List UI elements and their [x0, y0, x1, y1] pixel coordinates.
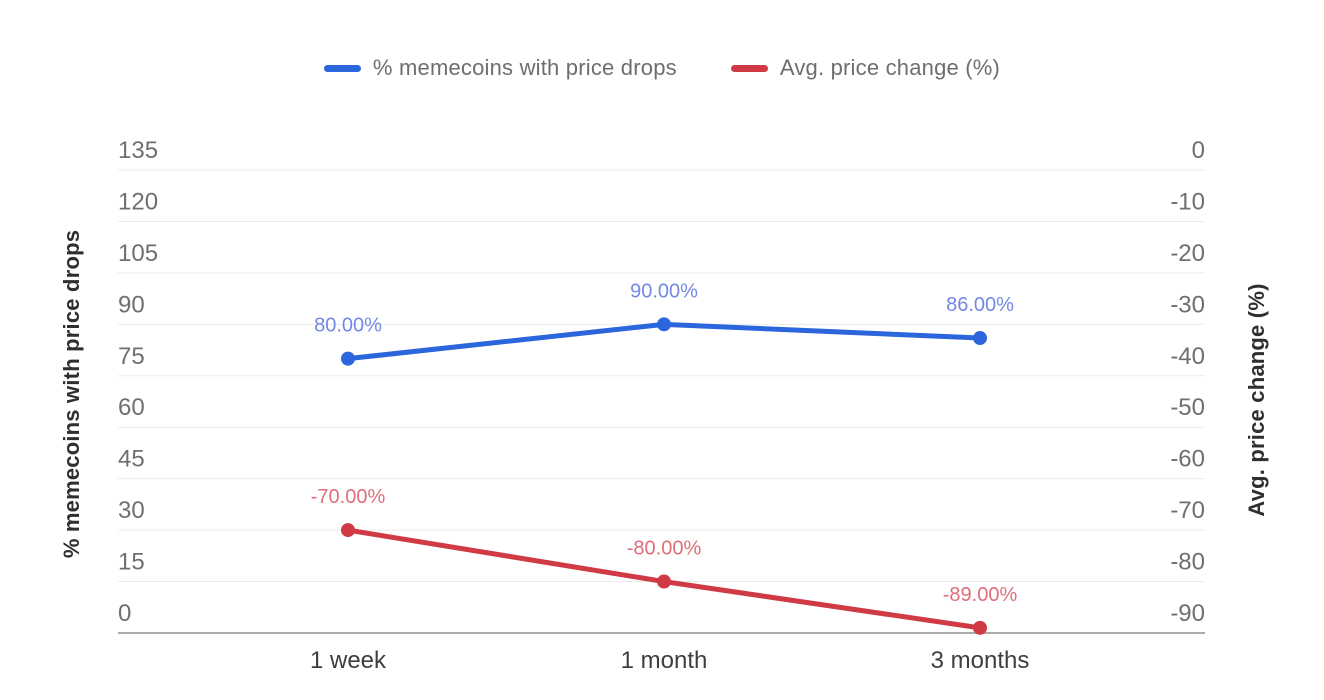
legend-item-price-drops[interactable]: % memecoins with price drops: [323, 55, 677, 81]
data-point-label: 80.00%: [314, 315, 382, 337]
left-axis-tick-label: 45: [118, 446, 145, 473]
left-axis-tick-label: 135: [118, 137, 158, 164]
left-axis-tick-label: 15: [118, 549, 145, 576]
right-axis-tick-label: 0: [1192, 137, 1205, 164]
right-axis-tick-label: -80: [1170, 549, 1205, 576]
left-axis-tick-label: 75: [118, 343, 145, 370]
data-point[interactable]: [341, 351, 355, 366]
right-axis-tick-label: -30: [1170, 291, 1205, 318]
legend-swatch-blue: [323, 64, 361, 72]
left-axis-tick-label: 105: [118, 240, 158, 267]
data-point[interactable]: [657, 317, 671, 332]
legend-item-avg-price-change[interactable]: Avg. price change (%): [730, 55, 1001, 81]
chart-legend: % memecoins with price drops Avg. price …: [0, 52, 1324, 84]
right-axis-tick-label: -60: [1170, 446, 1205, 473]
right-axis-tick-label: -20: [1170, 240, 1205, 267]
data-point[interactable]: [973, 620, 987, 635]
data-point[interactable]: [973, 331, 987, 346]
legend-label-price-drops: % memecoins with price drops: [372, 55, 677, 80]
legend-swatch-red: [730, 64, 768, 72]
x-axis-category-label: 3 months: [931, 647, 1030, 674]
data-point[interactable]: [657, 574, 671, 589]
right-axis-tick-label: -50: [1170, 394, 1205, 421]
data-point-label: 90.00%: [630, 280, 698, 302]
left-axis-tick-label: 30: [118, 497, 145, 524]
right-axis-tick-label: -10: [1170, 188, 1205, 215]
data-point-label: 86.00%: [946, 294, 1014, 316]
right-axis-tick-label: -90: [1170, 600, 1205, 627]
data-point-label: -70.00%: [311, 486, 386, 508]
left-axis-tick-label: 0: [118, 600, 131, 627]
left-axis-tick-label: 60: [118, 394, 145, 421]
legend-label-avg-price-change: Avg. price change (%): [779, 55, 1001, 80]
data-point[interactable]: [341, 523, 355, 538]
left-axis-tick-label: 120: [118, 188, 158, 215]
right-axis-tick-label: -40: [1170, 343, 1205, 370]
right-axis-tick-label: -70: [1170, 497, 1205, 524]
data-point-label: -89.00%: [943, 584, 1018, 606]
x-axis-category-label: 1 month: [621, 647, 708, 674]
data-point-label: -80.00%: [627, 538, 702, 560]
x-axis-category-label: 1 week: [310, 647, 387, 674]
left-axis-tick-label: 90: [118, 291, 145, 318]
